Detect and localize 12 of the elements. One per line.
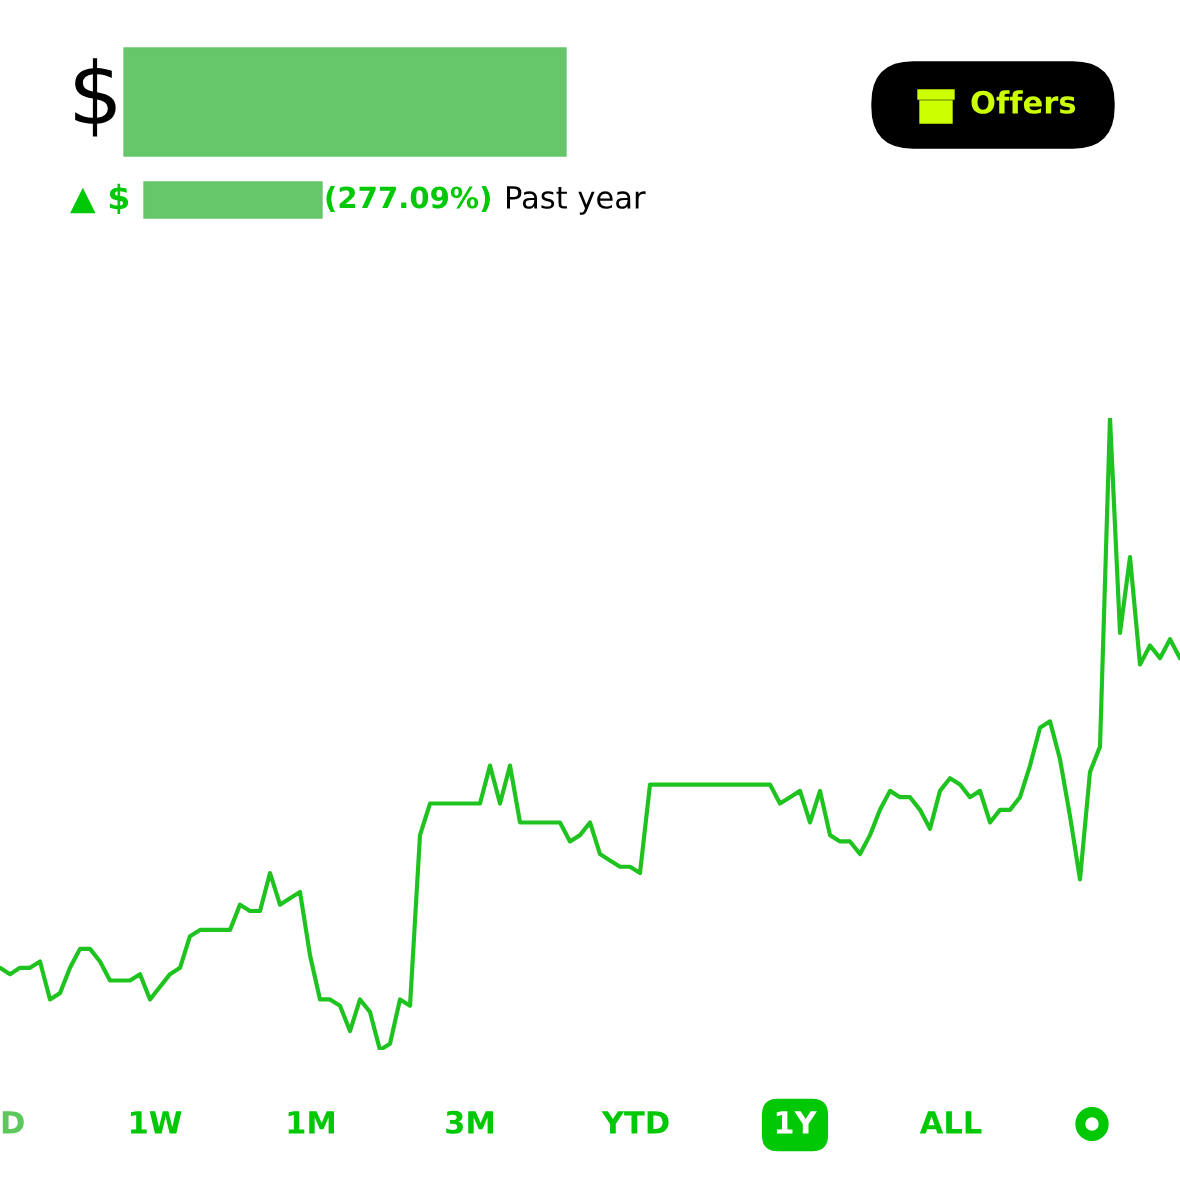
text: 1M <box>288 1111 335 1134</box>
text: 1Y <box>776 1111 817 1134</box>
text: ALL <box>919 1111 982 1134</box>
chart-subtitle: ▲ $ <box>70 183 129 215</box>
text: Offers <box>971 90 1076 114</box>
text: D <box>2 1111 24 1134</box>
text: 3M <box>446 1110 494 1134</box>
text: Past year <box>507 186 646 215</box>
text: 1W <box>130 1111 182 1134</box>
chart-title: $ <box>75 58 116 137</box>
text: YTD <box>601 1111 669 1134</box>
text: (277.09%) <box>326 185 490 212</box>
